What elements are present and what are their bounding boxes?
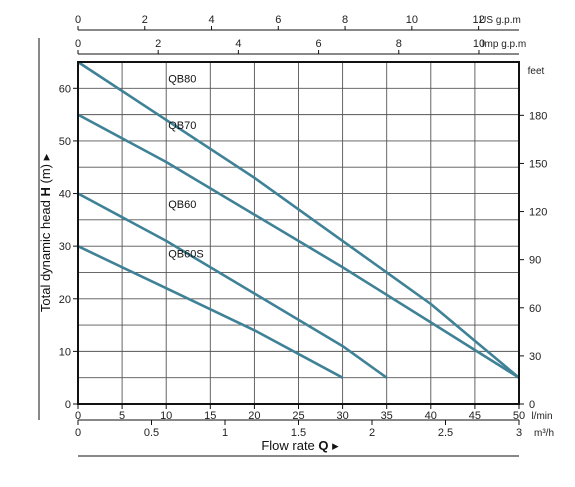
us-gpm-tick-label: 8 bbox=[342, 14, 348, 26]
us-gpm-tick-label: 0 bbox=[75, 14, 81, 26]
imp-gpm-tick-label: 0 bbox=[75, 38, 81, 50]
series-line-qb60s bbox=[77, 245, 344, 379]
x-tick-label: 50 bbox=[513, 410, 525, 422]
y-tick-label: 10 bbox=[59, 346, 71, 358]
y-tick-label: 30 bbox=[59, 241, 71, 253]
x-tick-label: 35 bbox=[381, 410, 393, 422]
x-tick-label: 25 bbox=[292, 410, 304, 422]
series-label-qb60: QB60 bbox=[168, 199, 196, 211]
feet-tick-label: 90 bbox=[529, 255, 541, 267]
grid bbox=[78, 62, 519, 404]
us-gpm-tick-label: 4 bbox=[208, 14, 214, 26]
us-gpm-tick-label: 2 bbox=[142, 14, 148, 26]
series-line-qb60 bbox=[77, 192, 388, 379]
imp-gpm-tick-label: 4 bbox=[235, 38, 241, 50]
x-unit-label: l/min bbox=[531, 411, 552, 422]
us-gpm-tick-label: 12 bbox=[472, 14, 484, 26]
x-tick-label: 5 bbox=[119, 410, 125, 422]
x-tick-label: 10 bbox=[160, 410, 172, 422]
m3h-tick-label: 1 bbox=[222, 427, 228, 439]
imp-gpm-unit-label: Imp g.p.m bbox=[482, 39, 526, 50]
x-tick-label: 45 bbox=[469, 410, 481, 422]
series-lines: QB80 QB70 QB60 QB60S bbox=[77, 60, 520, 379]
y-tick-label: 60 bbox=[59, 83, 71, 95]
y-tick-label: 20 bbox=[59, 294, 71, 306]
x-axis-title: Flow rate Q ▸ bbox=[261, 438, 339, 453]
series-label-qb70: QB70 bbox=[168, 120, 196, 132]
series-line-qb70 bbox=[77, 113, 520, 379]
imp-gpm-tick-label: 8 bbox=[396, 38, 402, 50]
x-tick-label: 15 bbox=[204, 410, 216, 422]
x-tick-label: 30 bbox=[336, 410, 348, 422]
x-tick-label: 20 bbox=[248, 410, 260, 422]
y-tick-label: 40 bbox=[59, 189, 71, 201]
us-gpm-tick-label: 10 bbox=[406, 14, 418, 26]
imp-gpm-tick-label: 2 bbox=[155, 38, 161, 50]
feet-tick-label: 30 bbox=[529, 351, 541, 363]
feet-tick-label: 180 bbox=[529, 110, 547, 122]
feet-unit-label: feet bbox=[528, 66, 545, 77]
feet-tick-label: 120 bbox=[529, 207, 547, 219]
feet-tick-label: 60 bbox=[529, 303, 541, 315]
m3h-tick-label: 0.5 bbox=[144, 427, 159, 439]
m3h-tick-label: 3 bbox=[516, 427, 522, 439]
m3h-tick-label: 2.5 bbox=[438, 427, 453, 439]
series-label-qb80: QB80 bbox=[168, 73, 196, 85]
x-tick-label: 0 bbox=[75, 410, 81, 422]
feet-tick-label: 0 bbox=[529, 399, 535, 411]
y-tick-label: 50 bbox=[59, 136, 71, 148]
us-gpm-tick-label: 6 bbox=[275, 14, 281, 26]
m3h-tick-label: 1.5 bbox=[291, 427, 306, 439]
y-axis-title: Total dynamic head H (m) ▸ bbox=[38, 153, 53, 312]
series-label-qb60s: QB60S bbox=[168, 249, 203, 261]
series-line-qb80 bbox=[77, 60, 520, 379]
us-gpm-unit-label: US g.p.m bbox=[479, 15, 521, 26]
imp-gpm-tick-label: 10 bbox=[473, 38, 485, 50]
imp-gpm-tick-label: 6 bbox=[316, 38, 322, 50]
x-tick-label: 40 bbox=[425, 410, 437, 422]
y-tick-label: 0 bbox=[65, 399, 71, 411]
feet-tick-label: 150 bbox=[529, 158, 547, 170]
m3h-unit-label: m³/h bbox=[534, 428, 554, 439]
m3h-tick-label: 0 bbox=[75, 427, 81, 439]
m3h-tick-label: 2 bbox=[369, 427, 375, 439]
